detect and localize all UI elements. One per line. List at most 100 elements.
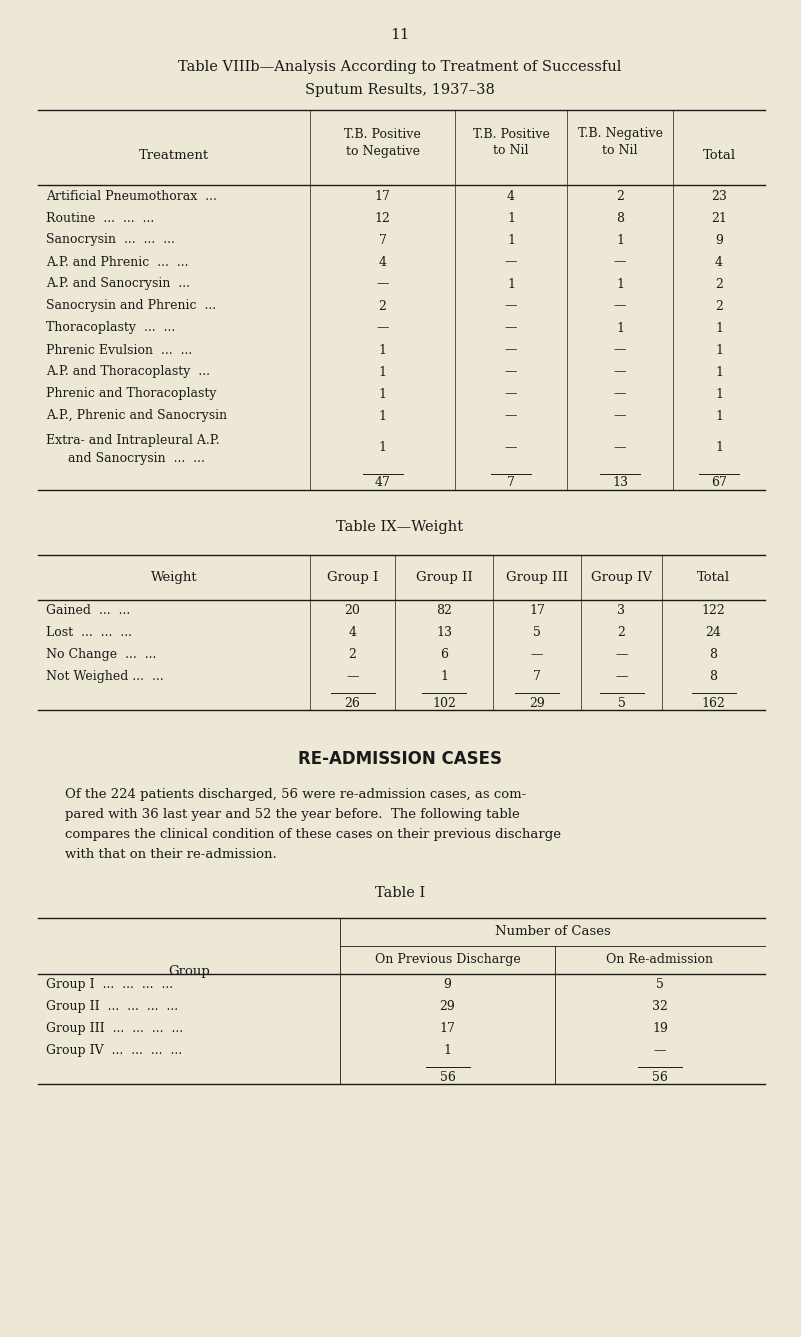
Text: —: — [505,255,517,269]
Text: Extra- and Intrapleural A.P.: Extra- and Intrapleural A.P. [46,435,219,447]
Text: Sputum Results, 1937–38: Sputum Results, 1937–38 [305,83,495,98]
Text: 1: 1 [379,388,387,401]
Text: 7: 7 [379,234,386,246]
Text: 2: 2 [348,648,356,662]
Text: Group IV: Group IV [591,571,652,584]
Text: —: — [376,278,388,290]
Text: with that on their re-admission.: with that on their re-admission. [65,848,277,861]
Text: 19: 19 [652,1023,668,1035]
Text: 1: 1 [616,234,624,246]
Text: 1: 1 [715,441,723,453]
Text: —: — [505,441,517,453]
Text: —: — [614,365,626,378]
Text: Routine  ...  ...  ...: Routine ... ... ... [46,211,155,225]
Text: 162: 162 [702,697,726,710]
Text: —: — [614,255,626,269]
Text: 2: 2 [616,190,624,202]
Text: 32: 32 [652,1000,668,1013]
Text: 56: 56 [440,1071,456,1084]
Text: 1: 1 [379,365,387,378]
Text: 5: 5 [656,979,664,991]
Text: 47: 47 [375,476,390,488]
Text: —: — [615,670,628,683]
Text: —: — [531,648,543,662]
Text: Total: Total [697,571,730,584]
Text: —: — [614,388,626,401]
Text: Table I: Table I [375,885,425,900]
Text: 5: 5 [618,697,626,710]
Text: —: — [505,388,517,401]
Text: Group III  ...  ...  ...  ...: Group III ... ... ... ... [46,1023,183,1035]
Text: 1: 1 [715,344,723,357]
Text: Sanocrysin and Phrenic  ...: Sanocrysin and Phrenic ... [46,299,216,313]
Text: Group: Group [168,965,210,979]
Text: and Sanocrysin  ...  ...: and Sanocrysin ... ... [68,452,205,465]
Text: 20: 20 [344,604,360,618]
Text: 13: 13 [436,626,452,639]
Text: A.P. and Phrenic  ...  ...: A.P. and Phrenic ... ... [46,255,188,269]
Text: —: — [505,321,517,334]
Text: 17: 17 [440,1023,456,1035]
Text: Treatment: Treatment [139,148,209,162]
Text: Weight: Weight [151,571,197,584]
Text: Artificial Pneumothorax  ...: Artificial Pneumothorax ... [46,190,217,202]
Text: —: — [614,441,626,453]
Text: 6: 6 [440,648,448,662]
Text: RE-ADMISSION CASES: RE-ADMISSION CASES [298,750,502,767]
Text: Gained  ...  ...: Gained ... ... [46,604,131,618]
Text: Total: Total [702,148,735,162]
Text: 3: 3 [618,604,626,618]
Text: Sanocrysin  ...  ...  ...: Sanocrysin ... ... ... [46,234,175,246]
Text: —: — [505,365,517,378]
Text: Group II  ...  ...  ...  ...: Group II ... ... ... ... [46,1000,178,1013]
Text: 7: 7 [533,670,541,683]
Text: 12: 12 [375,211,390,225]
Text: —: — [505,409,517,422]
Text: 122: 122 [702,604,726,618]
Text: 29: 29 [529,697,545,710]
Text: On Previous Discharge: On Previous Discharge [375,953,521,967]
Text: 9: 9 [715,234,723,246]
Text: No Change  ...  ...: No Change ... ... [46,648,156,662]
Text: 8: 8 [710,670,718,683]
Text: 1: 1 [715,321,723,334]
Text: Not Weighed ...  ...: Not Weighed ... ... [46,670,163,683]
Text: 13: 13 [612,476,628,488]
Text: 21: 21 [711,211,727,225]
Text: —: — [505,344,517,357]
Text: 29: 29 [440,1000,456,1013]
Text: 1: 1 [440,670,448,683]
Text: 4: 4 [507,190,515,202]
Text: Phrenic and Thoracoplasty: Phrenic and Thoracoplasty [46,388,216,401]
Text: 1: 1 [379,441,387,453]
Text: Phrenic Evulsion  ...  ...: Phrenic Evulsion ... ... [46,344,192,357]
Text: 26: 26 [344,697,360,710]
Text: A.P. and Thoracoplasty  ...: A.P. and Thoracoplasty ... [46,365,210,378]
Text: 24: 24 [706,626,722,639]
Text: 2: 2 [618,626,626,639]
Text: T.B. Positive
to Nil: T.B. Positive to Nil [473,127,549,158]
Text: 17: 17 [375,190,390,202]
Text: compares the clinical condition of these cases on their previous discharge: compares the clinical condition of these… [65,828,561,841]
Text: 4: 4 [379,255,387,269]
Text: A.P. and Sanocrysin  ...: A.P. and Sanocrysin ... [46,278,190,290]
Text: 1: 1 [715,388,723,401]
Text: Group II: Group II [416,571,473,584]
Text: 56: 56 [652,1071,668,1084]
Text: 2: 2 [379,299,386,313]
Text: 1: 1 [715,365,723,378]
Text: —: — [505,299,517,313]
Text: 8: 8 [710,648,718,662]
Text: Lost  ...  ...  ...: Lost ... ... ... [46,626,132,639]
Text: A.P., Phrenic and Sanocrysin: A.P., Phrenic and Sanocrysin [46,409,227,422]
Text: Table VIIIb—Analysis According to Treatment of Successful: Table VIIIb—Analysis According to Treatm… [179,60,622,74]
Text: Number of Cases: Number of Cases [495,925,610,939]
Text: pared with 36 last year and 52 the year before.  The following table: pared with 36 last year and 52 the year … [65,808,520,821]
Text: 8: 8 [616,211,624,225]
Text: 23: 23 [711,190,727,202]
Text: 4: 4 [348,626,356,639]
Text: —: — [614,299,626,313]
Text: Group I: Group I [327,571,378,584]
Text: 1: 1 [715,409,723,422]
Text: T.B. Positive
to Negative: T.B. Positive to Negative [344,127,421,158]
